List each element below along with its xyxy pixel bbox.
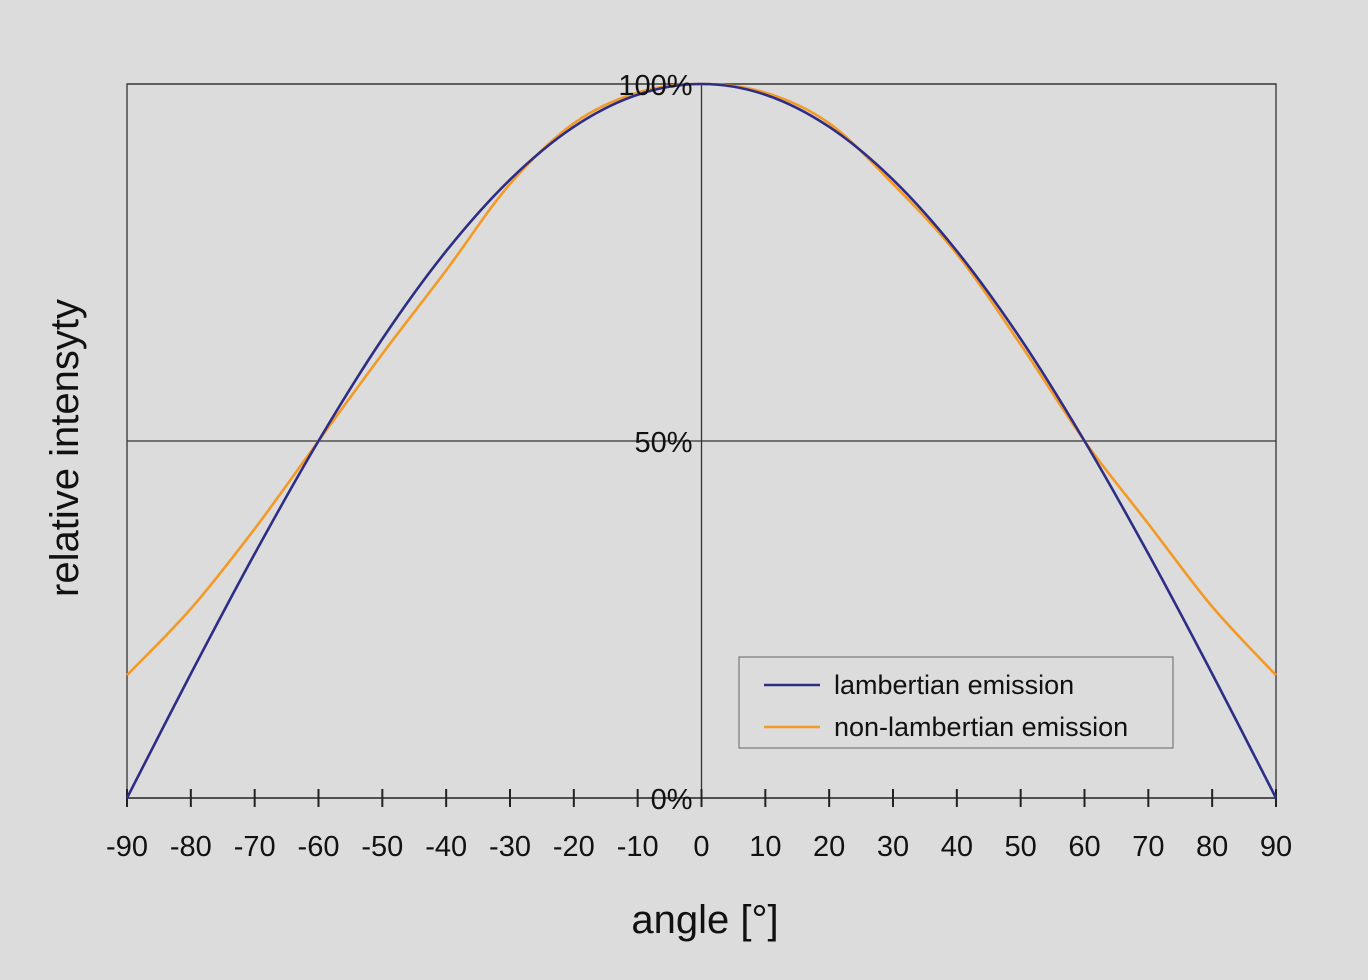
x-tick-label: -60 — [298, 831, 340, 863]
x-tick-label: -20 — [553, 831, 595, 863]
legend-label-non-lambertian: non-lambertian emission — [834, 712, 1128, 742]
x-tick-label: 40 — [941, 831, 973, 863]
x-tick-label: -10 — [617, 831, 659, 863]
y-axis-title: relative intensyty — [43, 299, 87, 597]
x-tick-label: 90 — [1260, 831, 1292, 863]
x-tick-label: -50 — [361, 831, 403, 863]
y-tick-label: 100% — [618, 70, 692, 102]
x-tick-label: 50 — [1005, 831, 1037, 863]
series-line-lambertian — [125, 82, 1278, 799]
x-tick-label: -30 — [489, 831, 531, 863]
x-tick-label: -90 — [106, 831, 148, 863]
x-tick-label: -70 — [234, 831, 276, 863]
x-axis-title: angle [°] — [631, 898, 778, 942]
legend: lambertian emission non-lambertian emiss… — [738, 656, 1174, 749]
x-tick-label: 60 — [1068, 831, 1100, 863]
x-tick-label: 70 — [1132, 831, 1164, 863]
y-tick-label: 50% — [634, 427, 692, 459]
x-tick-label: 30 — [877, 831, 909, 863]
y-tick-label: 0% — [651, 784, 693, 816]
series-layer — [125, 82, 1278, 799]
x-tick-label: -80 — [170, 831, 212, 863]
x-tick-label: 80 — [1196, 831, 1228, 863]
x-tick-label: 10 — [749, 831, 781, 863]
tick-layer: -90 -80 -70 -60 -50 -40 -30 -20 -10 0 10 20 30 40 50 60… — [106, 789, 1292, 863]
legend-box — [738, 656, 1174, 749]
x-tick-label: 20 — [813, 831, 845, 863]
x-tick-label: -40 — [425, 831, 467, 863]
x-tick-label: 0 — [693, 831, 709, 863]
legend-label-lambertian: lambertian emission — [834, 670, 1074, 700]
y-tick-label-layer: 0% 50% 100% — [618, 70, 692, 816]
